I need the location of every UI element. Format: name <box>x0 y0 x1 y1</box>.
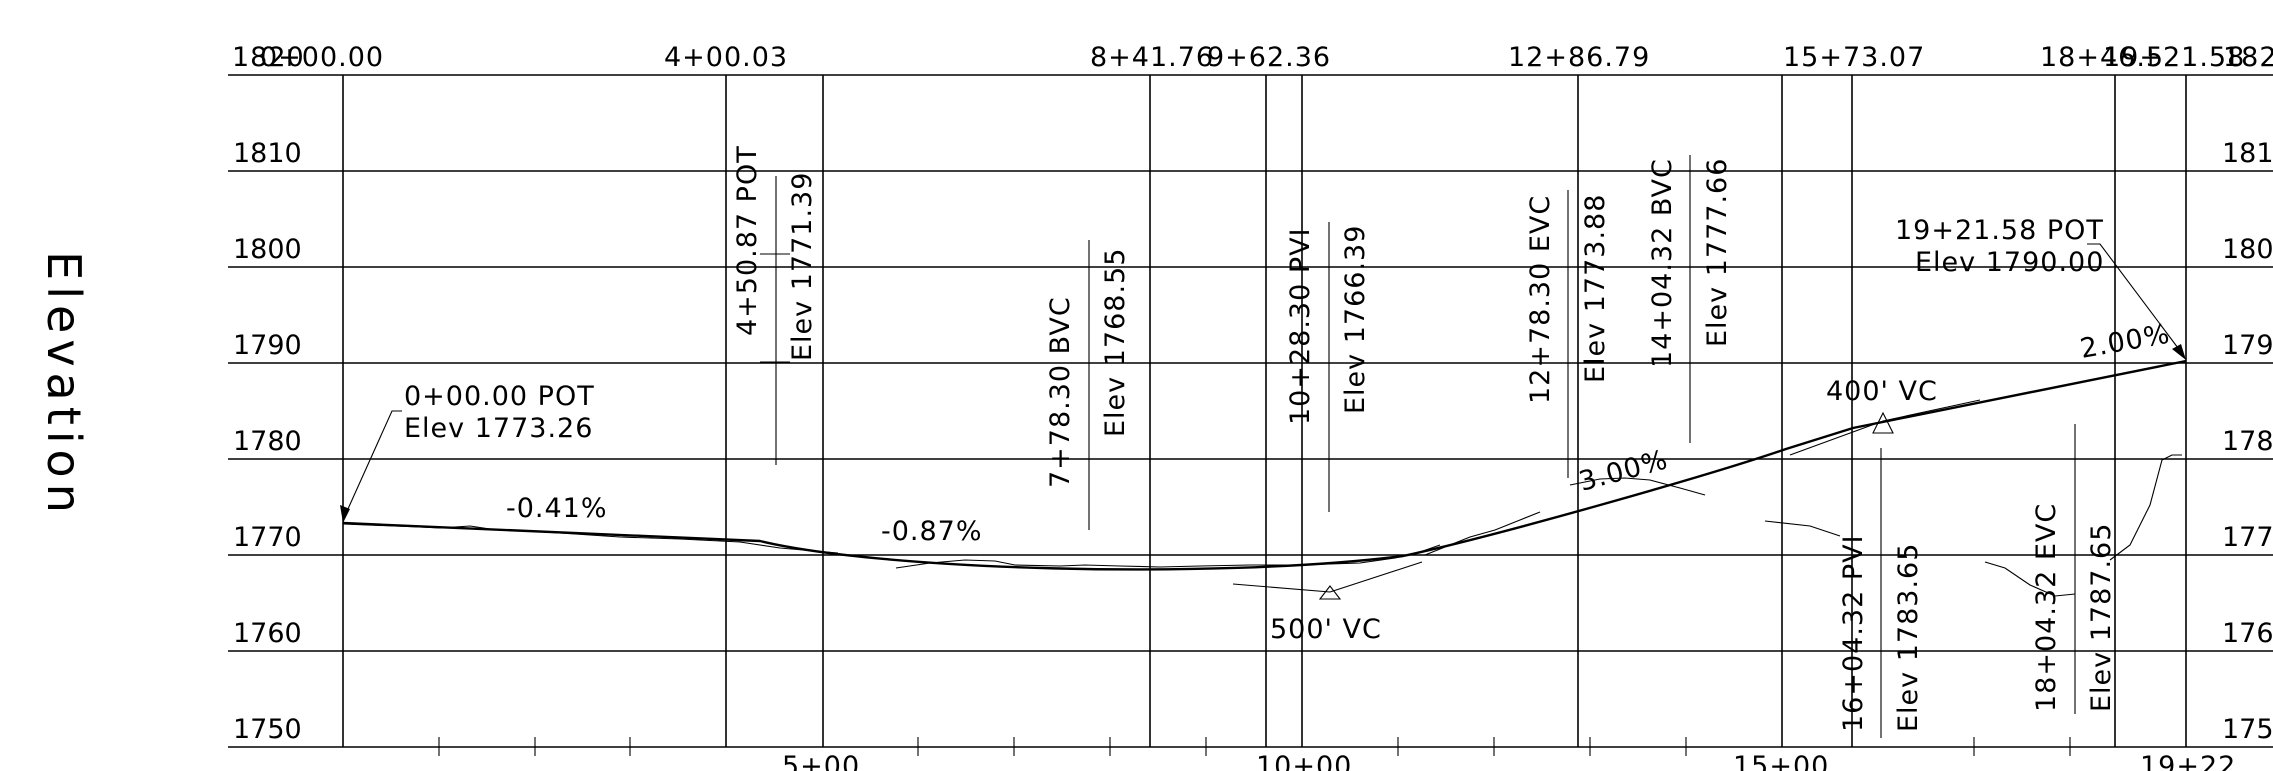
evc1-elev: Elev 1773.88 <box>1580 194 1611 383</box>
evc1-station: 12+78.30 EVC <box>1525 195 1556 404</box>
left-elevation-labels: 1810 1800 1790 1780 1770 1760 1750 <box>233 138 302 745</box>
station-callouts: 4+50.87 POT Elev 1771.39 7+78.30 BVC Ele… <box>732 145 2117 738</box>
left-elev-1760: 1760 <box>233 618 302 649</box>
bottom-ticks <box>438 737 2071 756</box>
pvi2-station: 16+04.32 PVI <box>1838 534 1869 732</box>
start-pot-callout: 0+00.00 POT Elev 1773.26 <box>340 381 595 523</box>
right-elev-178: 178 <box>2222 426 2273 457</box>
vc-500: 500' VC <box>1270 614 1382 645</box>
grade-1: -0.41% <box>506 493 608 524</box>
pvi2-elev: Elev 1783.65 <box>1893 543 1924 732</box>
bvc1-station: 7+78.30 BVC <box>1045 296 1076 488</box>
start-pot-elev: Elev 1773.26 <box>404 413 593 444</box>
left-elev-1780: 1780 <box>233 426 302 457</box>
pvi1-elev: Elev 1766.39 <box>1340 225 1371 414</box>
pot1-station: 4+50.87 POT <box>732 145 763 336</box>
bottom-station-labels: 5+00 10+00 15+00 19+22 <box>782 751 2236 771</box>
bvc2-elev: Elev 1777.66 <box>1702 158 1733 347</box>
pvi1-station: 10+28.30 PVI <box>1285 227 1316 425</box>
left-elev-1790: 1790 <box>233 330 302 361</box>
bvc1-elev: Elev 1768.55 <box>1100 248 1131 437</box>
evc2-station: 18+04.32 EVC <box>2031 503 2062 712</box>
left-elev-1810: 1810 <box>233 138 302 169</box>
top-label-sta-1921: 19+21.58 <box>2103 42 2245 73</box>
evc2-elev: Elev 1787.65 <box>2086 523 2117 712</box>
pot1-elev: Elev 1771.39 <box>787 172 818 361</box>
bottom-sta-1000: 10+00 <box>1256 751 1352 771</box>
right-elev-175: 175 <box>2222 714 2273 745</box>
top-label-sta-841: 8+41.76 <box>1090 42 1214 73</box>
elevation-axis-title: Elevation <box>37 251 91 519</box>
design-profile-line <box>342 359 2187 571</box>
vertical-curve-labels: 500' VC 400' VC <box>1232 376 1981 645</box>
bottom-sta-1500: 15+00 <box>1733 751 1829 771</box>
end-pot-callout: 19+21.58 POT Elev 1790.00 <box>1895 215 2186 360</box>
horizontal-grid <box>228 170 2273 748</box>
right-elev-180: 180 <box>2222 234 2273 265</box>
right-elevation-labels: 181 180 179 178 177 176 175 <box>2222 138 2273 745</box>
top-label-sta-1846: 18+46.5 <box>2040 42 2164 73</box>
top-label-sta-400: 4+00.03 <box>664 42 788 73</box>
left-elev-1770: 1770 <box>233 522 302 553</box>
right-elev-181: 181 <box>2222 138 2273 169</box>
bottom-sta-1922: 19+22 <box>2140 751 2236 771</box>
start-pot-station: 0+00.00 POT <box>404 381 595 412</box>
grade-4: 2.00% <box>2078 319 2173 365</box>
top-station-labels: 1820 0+00.00 4+00.03 8+41.76 9+62.36 12+… <box>232 42 2273 73</box>
vertical-grid <box>342 75 2187 747</box>
grade-2: -0.87% <box>881 516 983 547</box>
bottom-sta-500: 5+00 <box>782 751 860 771</box>
right-elev-176: 176 <box>2222 618 2273 649</box>
end-pot-station: 19+21.58 POT <box>1895 215 2104 246</box>
end-pot-elev: Elev 1790.00 <box>1915 247 2104 278</box>
right-elev-179: 179 <box>2222 330 2273 361</box>
left-elev-1800: 1800 <box>233 234 302 265</box>
vc-400: 400' VC <box>1826 376 1938 407</box>
left-elev-1750: 1750 <box>233 714 302 745</box>
top-label-sta-0: 0+00.00 <box>260 42 384 73</box>
top-label-sta-962: 9+62.36 <box>1207 42 1331 73</box>
right-elev-177: 177 <box>2222 522 2273 553</box>
top-label-sta-1573: 15+73.07 <box>1783 42 1925 73</box>
top-label-elev-182-right: 182 <box>2223 42 2273 73</box>
top-label-sta-1286: 12+86.79 <box>1508 42 1650 73</box>
bvc2-station: 14+04.32 BVC <box>1647 158 1678 368</box>
top-label-elev-1820: 1820 <box>232 42 305 73</box>
